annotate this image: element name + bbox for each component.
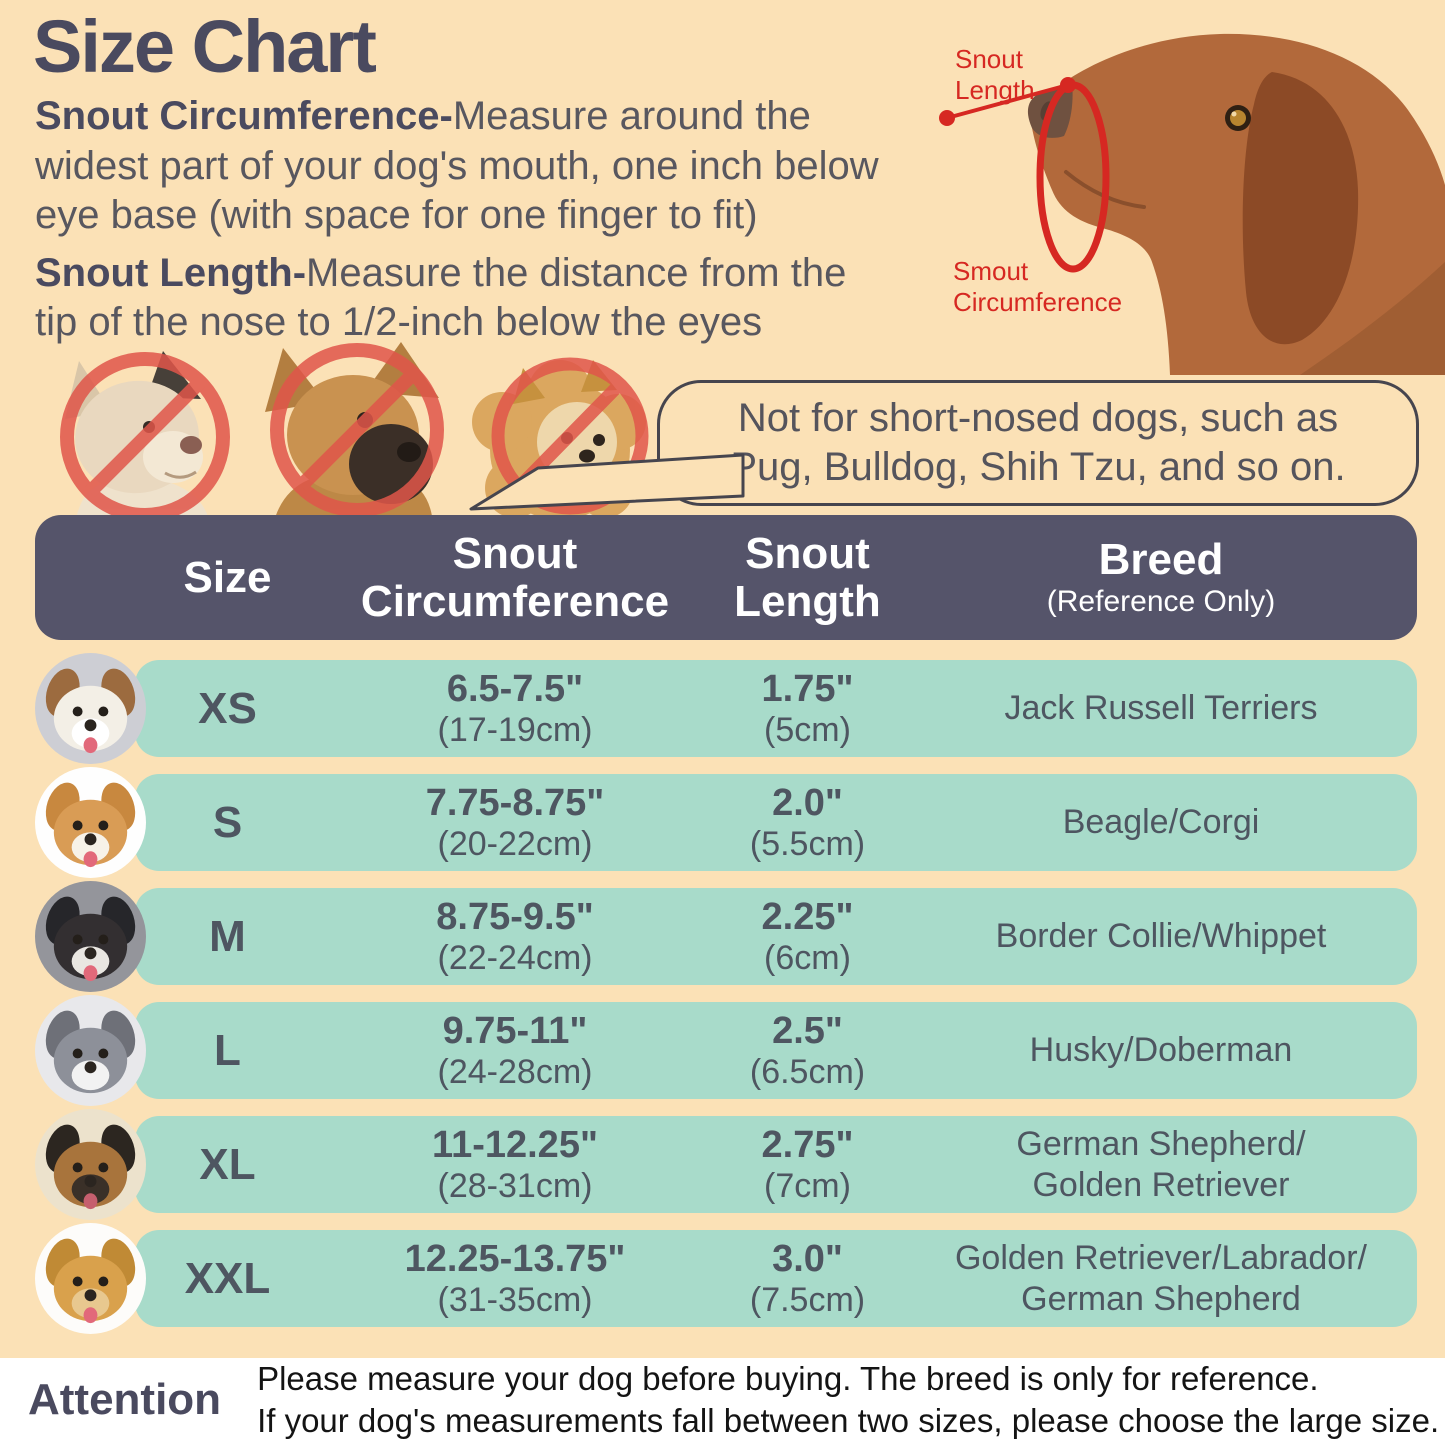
prohibited-french-bulldog-cream-icon — [60, 351, 230, 525]
snout-circumference-term: Snout Circumference- — [35, 94, 453, 138]
breed-reference: Golden Retriever/Labrador/ German Shephe… — [954, 1239, 1367, 1318]
speech-bubble-tail — [469, 453, 745, 511]
measurement-diagram: Snout Length Smout Circumference — [920, 10, 1445, 375]
circumference-inches: 6.5-7.5" — [446, 668, 584, 711]
size-label: L — [214, 1025, 241, 1075]
circumference-inches: 11-12.25" — [432, 1124, 598, 1167]
table-row-xxl: XXL 12.25-13.75" (31-35cm) 3.0" (7.5cm) Go… — [35, 1230, 1417, 1327]
intro-text: Snout Circumference-Measure around the w… — [35, 92, 960, 356]
circumference-cm: (24-28cm) — [437, 1052, 593, 1091]
length-inches: 2.25" — [761, 896, 854, 939]
attention-text: Please measure your dog before buying. T… — [257, 1358, 1439, 1441]
dog-head-illustration — [939, 33, 1445, 375]
snout-length-definition: Snout Length-Measure the distance from t… — [35, 249, 960, 348]
size-table-rows: XS 6.5-7.5" (17-19cm) 1.75" (5cm) Jack Rus… — [35, 660, 1417, 1344]
size-label: M — [209, 911, 246, 961]
circumference-inches: 9.75-11" — [442, 1010, 588, 1053]
circumference-cm: (17-19cm) — [437, 710, 593, 749]
attention-line-2: If your dog's measurements fall between … — [257, 1401, 1440, 1439]
warning-speech-bubble: Not for short-nosed dogs, such as Pug, B… — [657, 380, 1419, 506]
prohibited-french-bulldog-fawn-icon — [265, 342, 444, 525]
snout-circumference-definition: Snout Circumference-Measure around the w… — [35, 92, 960, 241]
length-cm: (6.5cm) — [749, 1052, 866, 1091]
avatar-german-shepherd — [35, 1109, 146, 1220]
dog-face-icon — [35, 1109, 146, 1220]
prohibited-dogs — [40, 340, 680, 530]
attention-line-1: Please measure your dog before buying. T… — [257, 1360, 1319, 1398]
length-cm: (7.5cm) — [749, 1280, 866, 1319]
avatar-jack-russell — [35, 653, 146, 764]
length-inches: 2.5" — [772, 1010, 843, 1053]
table-row-xl: XL 11-12.25" (28-31cm) 2.75" (7cm) German … — [35, 1116, 1417, 1213]
breed-reference: Jack Russell Terriers — [1004, 689, 1318, 728]
table-row-l: L 9.75-11" (24-28cm) 2.5" (6.5cm) Husky/Do… — [35, 1002, 1417, 1099]
table-row-s: S 7.75-8.75" (20-22cm) 2.0" (5.5cm) Beagle… — [35, 774, 1417, 871]
breed-reference: Border Collie/Whippet — [995, 917, 1327, 956]
avatar-golden-retriever — [35, 1223, 146, 1334]
size-label: XL — [199, 1139, 256, 1189]
avatar-corgi — [35, 767, 146, 878]
avatar-border-collie — [35, 881, 146, 992]
avatar-husky — [35, 995, 146, 1106]
size-label: XXL — [184, 1253, 271, 1303]
column-header-breed: Breed (Reference Only) — [905, 536, 1417, 619]
snout-length-term: Snout Length- — [35, 250, 307, 295]
length-cm: (5cm) — [764, 710, 851, 749]
dog-face-icon — [35, 995, 146, 1106]
table-row-xs: XS 6.5-7.5" (17-19cm) 1.75" (5cm) Jack Rus… — [35, 660, 1417, 757]
circumference-cm: (31-35cm) — [437, 1280, 593, 1319]
page-title: Size Chart — [33, 5, 377, 88]
length-inches: 3.0" — [772, 1238, 843, 1281]
bubble-line-2: Pug, Bulldog, Shih Tzu, and so on. — [730, 445, 1346, 489]
length-cm: (5.5cm) — [749, 824, 866, 863]
circumference-inches: 12.25-13.75" — [404, 1238, 626, 1281]
circumference-inches: 8.75-9.5" — [436, 896, 594, 939]
length-inches: 1.75" — [761, 668, 854, 711]
measurement-annotations — [939, 77, 1110, 273]
circumference-inches: 7.75-8.75" — [425, 782, 605, 825]
column-header-snout-circumference: Snout Circumference — [360, 528, 670, 626]
breed-reference: Husky/Doberman — [1029, 1031, 1293, 1070]
breed-header-subtitle: (Reference Only) — [1046, 585, 1276, 619]
attention-bar: Attention Please measure your dog before… — [0, 1358, 1445, 1441]
dog-face-icon — [35, 1223, 146, 1334]
circumference-cm: (22-24cm) — [437, 938, 593, 977]
dog-face-icon — [35, 767, 146, 878]
circumference-cm: (28-31cm) — [437, 1166, 593, 1205]
circumference-cm: (20-22cm) — [437, 824, 593, 863]
attention-label: Attention — [28, 1374, 222, 1424]
column-header-size: Size — [183, 552, 272, 602]
size-label: XS — [198, 683, 257, 733]
length-cm: (7cm) — [764, 1166, 851, 1205]
snout-length-description: Measure the distance from the tip of the… — [35, 250, 847, 345]
dog-face-icon — [35, 653, 146, 764]
breed-reference: Beagle/Corgi — [1062, 803, 1260, 842]
length-inches: 2.75" — [761, 1124, 854, 1167]
table-row-m: M 8.75-9.5" (22-24cm) 2.25" (6cm) Border C… — [35, 888, 1417, 985]
snout-length-callout: Snout Length — [955, 44, 1035, 105]
column-header-snout-length: Snout Length — [734, 528, 881, 626]
dog-face-icon — [35, 881, 146, 992]
length-inches: 2.0" — [772, 782, 843, 825]
size-table-header: Size Snout Circumference Snout Length Br… — [35, 515, 1417, 640]
breed-reference: German Shepherd/ Golden Retriever — [1016, 1125, 1306, 1204]
snout-circumference-callout: Smout Circumference — [953, 256, 1123, 317]
snout-circumference-description: Measure around the widest part of your d… — [35, 94, 879, 238]
size-label: S — [212, 797, 243, 847]
breed-header-title: Breed — [1098, 534, 1224, 584]
bubble-line-1: Not for short-nosed dogs, such as — [737, 395, 1339, 440]
length-cm: (6cm) — [764, 938, 851, 977]
